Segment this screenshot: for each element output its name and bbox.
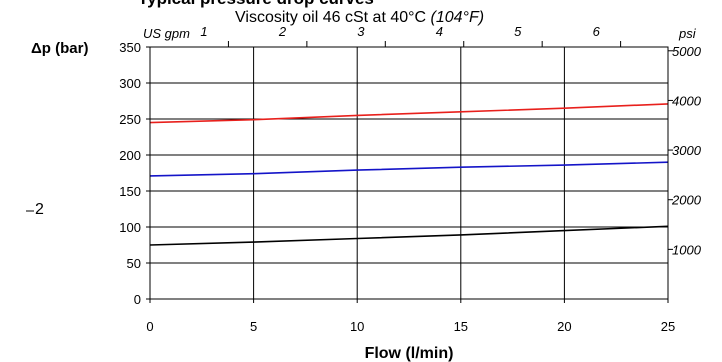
series-line [149,103,669,124]
right-tick-label: 2000 [671,193,702,208]
right-tick-label: 4000 [672,93,702,108]
grid-lines [150,47,668,299]
series-lines [149,103,669,246]
subtitle-main: Viscosity oil 46 cSt at 40°C [235,9,431,26]
subtitle-italic: (104°F) [431,9,485,26]
x-axis-label: Flow (l/min) [365,345,454,362]
x-tick-label: 5 [250,319,257,334]
x-tick-label: 15 [454,319,468,334]
chart-title: Typical pressure drop curves [138,0,374,8]
y-tick-label: 150 [119,184,141,199]
top-tick-label: 5 [514,24,522,39]
top-tick-label: 1 [200,24,207,39]
y-tick-label: 250 [119,112,141,127]
series-line [149,225,669,246]
y-tick-label: 50 [127,256,141,271]
side-label: 2 [35,201,44,218]
top-tick-label: 3 [357,24,365,39]
right-tick-label: 1000 [672,242,702,257]
plot-frame [149,46,669,300]
y-axis-label: Δp (bar) [31,40,88,57]
x-tick-label: 20 [557,319,571,334]
top-tick-label: 6 [593,24,601,39]
y-tick-label: 0 [134,292,141,307]
x-tick-label: 10 [350,319,364,334]
x-tick-label: 25 [661,319,675,334]
right-tick-label: 3000 [672,143,702,158]
y-tick-label: 350 [119,40,141,55]
series-line [149,161,669,177]
top-axis-unit: US gpm [143,26,190,41]
top-tick-label: 2 [278,24,287,39]
y-tick-label: 300 [119,76,141,91]
right-axis-unit: psi [678,26,697,41]
axis-labels: 0 50 100 150 200 250 300 350 0 5 10 15 20 25 1 2 3 4 5 6 100… [119,24,701,334]
chart-subtitle: Viscosity oil 46 cSt at 40°C (104°F) [235,9,484,26]
y-tick-label: 200 [119,148,141,163]
x-tick-label: 0 [146,319,153,334]
y-tick-label: 100 [119,220,141,235]
right-tick-label: 5000 [672,44,702,59]
top-tick-label: 4 [436,24,443,39]
